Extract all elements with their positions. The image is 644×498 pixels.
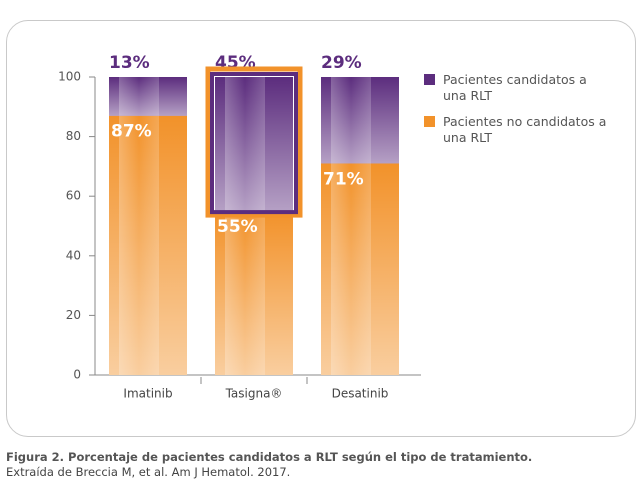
legend-item: Pacientes candidatos a una RLT xyxy=(424,72,624,104)
bar-streak xyxy=(331,77,371,164)
x-tick-label: Tasigna® xyxy=(225,387,283,401)
x-tick-label: Desatinib xyxy=(332,387,389,401)
caption-source: Extraída de Breccia M, et al. Am J Hemat… xyxy=(6,465,291,479)
value-label: 71% xyxy=(323,169,364,189)
value-label: 13% xyxy=(109,53,150,73)
y-tick-label: 0 xyxy=(73,368,81,382)
value-label: 29% xyxy=(321,53,362,73)
y-tick-label: 60 xyxy=(66,189,81,203)
highlight-inner xyxy=(210,72,298,215)
bar-streak xyxy=(119,77,159,116)
highlight-outer xyxy=(205,66,303,218)
caption-title: Figura 2. Porcentaje de pacientes candid… xyxy=(6,450,533,464)
caption: Figura 2. Porcentaje de pacientes candid… xyxy=(6,450,532,480)
y-tick-label: 100 xyxy=(58,70,81,84)
y-tick-label: 80 xyxy=(66,129,81,143)
legend-label: Pacientes no candidatos a una RLT xyxy=(443,114,607,145)
y-tick-label: 20 xyxy=(66,308,81,322)
bar-streak xyxy=(225,77,265,212)
legend-item: Pacientes no candidatos a una RLT xyxy=(424,114,624,146)
bar-streak xyxy=(225,211,265,375)
bar-streak xyxy=(119,115,159,376)
y-tick-label: 40 xyxy=(66,248,81,262)
legend-swatch xyxy=(424,74,435,85)
legend-label: Pacientes candidatos a una RLT xyxy=(443,72,587,103)
legend: Pacientes candidatos a una RLT Pacientes … xyxy=(424,72,624,156)
bar-streak xyxy=(331,163,371,375)
value-label: 87% xyxy=(111,122,152,142)
value-label: 55% xyxy=(217,217,258,237)
card xyxy=(6,20,636,437)
x-tick-label: Imatinib xyxy=(123,387,172,401)
legend-swatch xyxy=(424,116,435,127)
